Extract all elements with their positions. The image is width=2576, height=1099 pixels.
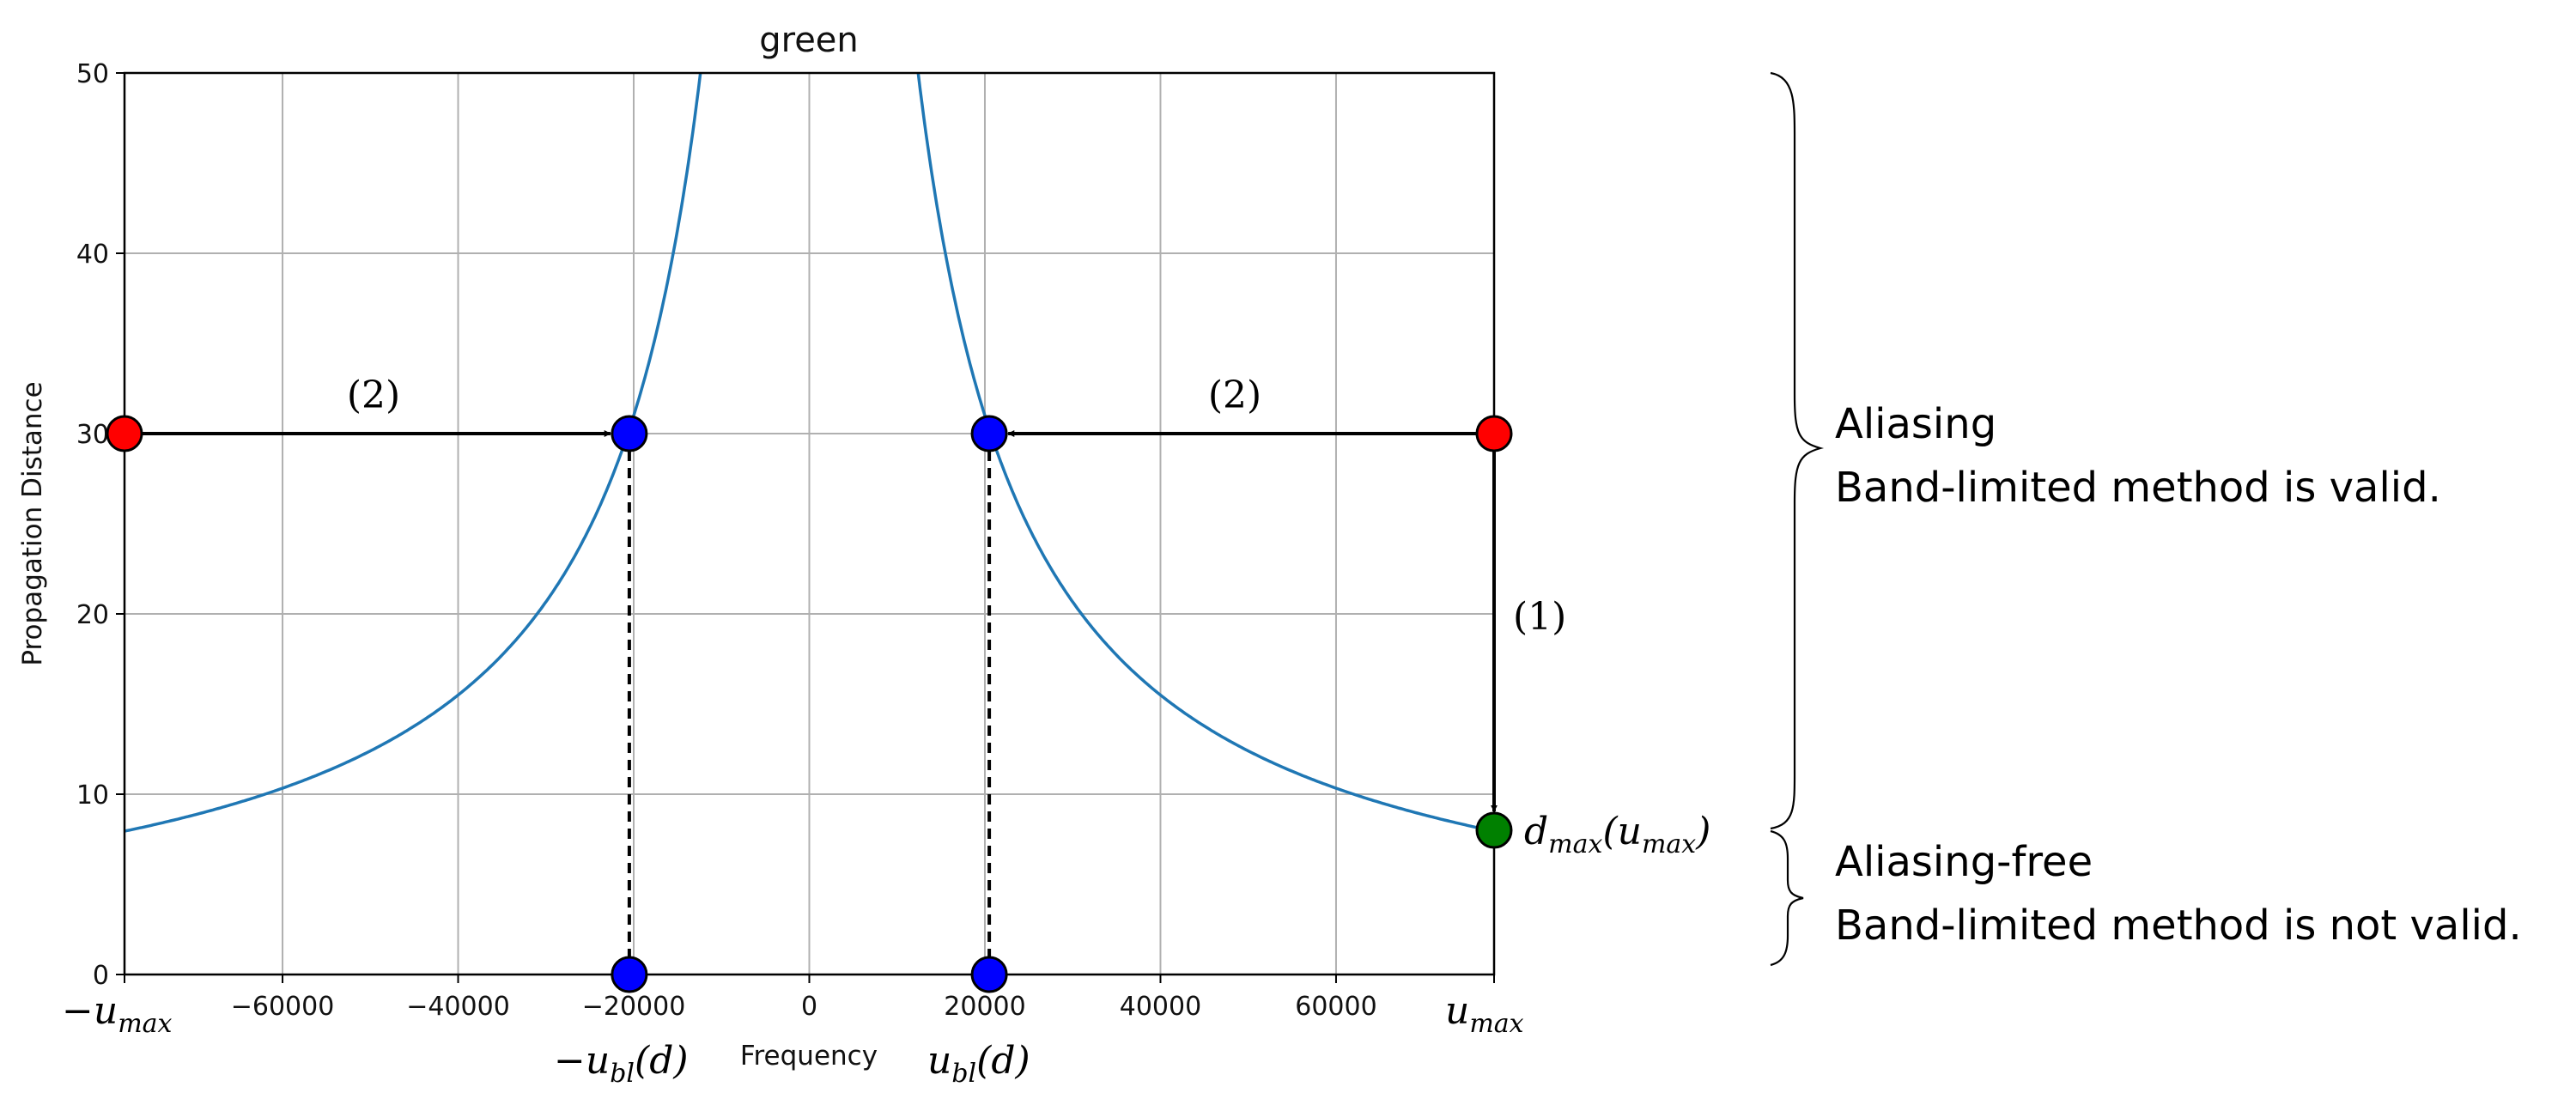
point-markers	[106, 415, 1513, 993]
guide-lines	[627, 434, 992, 975]
ubl-label: ubl(d)	[927, 1039, 1030, 1089]
point-red-start-left	[106, 415, 143, 452]
band-limited-not-valid-label: Band-limited method is not valid.	[1835, 902, 2522, 950]
x-tick-label: 20000	[944, 992, 1025, 1022]
curve-left	[125, 73, 702, 833]
point-green-dmax	[1475, 811, 1513, 849]
arrow-label-right: (2)	[1208, 373, 1261, 417]
x-tick-label: −20000	[582, 992, 686, 1022]
x-tick-label: 40000	[1120, 992, 1201, 1022]
chart-title: green	[759, 21, 859, 60]
x-tick-label: 0	[801, 992, 817, 1022]
y-tick-label: 50	[76, 59, 109, 89]
curve-layer	[125, 73, 1494, 833]
y-tick-label: 40	[76, 240, 109, 270]
gridlines	[125, 72, 1494, 975]
y-tick-label: 10	[76, 780, 109, 811]
point-blue-curve-right	[970, 415, 1008, 452]
aliasing-label: Aliasing	[1835, 400, 1996, 448]
point-blue-curve-left	[611, 415, 648, 452]
y-tick-label: 20	[76, 600, 109, 630]
arrows	[142, 430, 1498, 812]
point-red-start-right	[1475, 415, 1513, 452]
dmax-label: dmax(umax)	[1524, 810, 1710, 859]
axis-ticks: −60000 −40000 −20000 0 20000 40000 60000 0 10 20 3…	[76, 59, 1495, 1022]
upper-brace	[1770, 71, 1825, 830]
lower-brace	[1770, 829, 1804, 967]
arrow-label-down: (1)	[1513, 595, 1566, 639]
y-tick-label: 30	[76, 420, 109, 450]
point-blue-axis-left	[611, 956, 648, 993]
x-axis-label: Frequency	[740, 1041, 878, 1072]
x-tick-label: −40000	[406, 992, 510, 1022]
point-blue-axis-right	[970, 956, 1008, 993]
x-tick-label: −60000	[231, 992, 335, 1022]
umax-label: umax	[1445, 989, 1524, 1039]
arrow-label-left: (2)	[347, 373, 400, 417]
aliasing-free-label: Aliasing-free	[1835, 838, 2093, 886]
curve-right	[916, 73, 1494, 833]
x-tick-label: 60000	[1295, 992, 1376, 1022]
neg-umax-label: −umax	[62, 989, 173, 1039]
y-tick-label: 0	[93, 961, 109, 991]
y-axis-label: Propagation Distance	[17, 381, 48, 665]
band-limited-valid-label: Band-limited method is valid.	[1835, 464, 2441, 512]
neg-ubl-label: −ubl(d)	[554, 1039, 689, 1089]
